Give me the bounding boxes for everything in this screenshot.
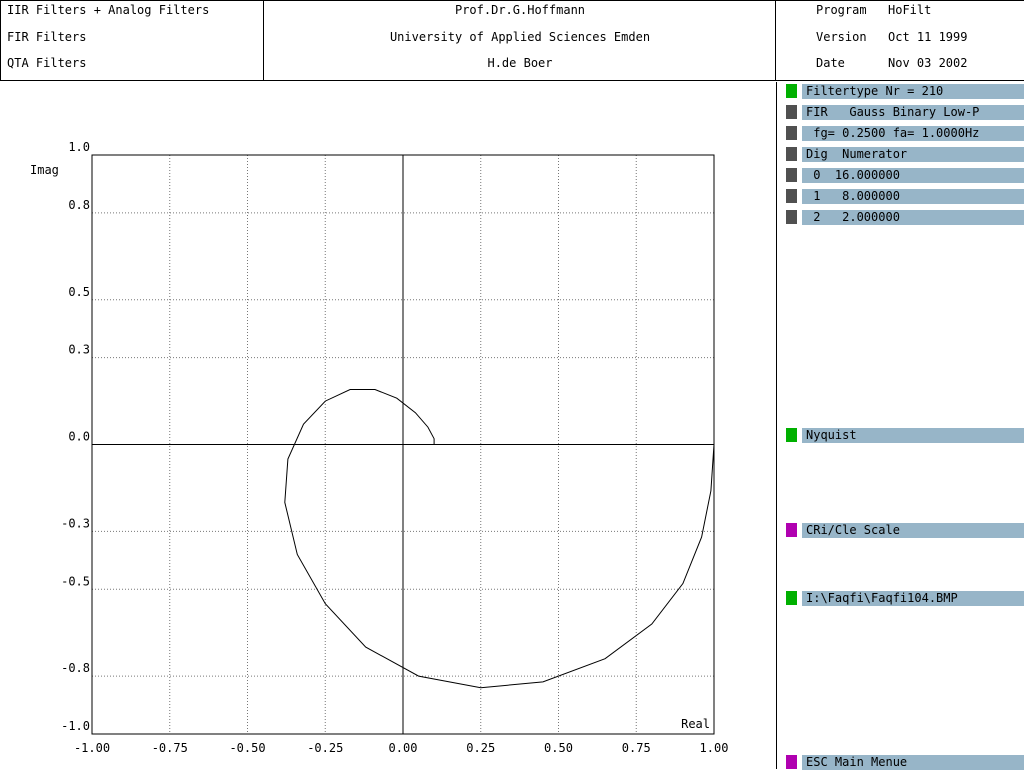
status-indicator: [786, 755, 797, 769]
date-value: Nov 03 2002: [888, 56, 968, 70]
filter-info-row-label: Dig Numerator: [802, 147, 1024, 162]
status-indicator: [786, 105, 797, 119]
x-tick-label: 0.50: [544, 741, 573, 755]
y-tick-label: -0.3: [61, 516, 90, 530]
status-indicator: [786, 189, 797, 203]
y-tick-label: 0.5: [68, 285, 90, 299]
filter-info-row-label: 1 8.000000: [802, 189, 1024, 204]
plot-grid: [92, 155, 714, 734]
filter-info-row-label: 2 2.000000: [802, 210, 1024, 225]
y-tick-label: -0.8: [61, 661, 90, 675]
circle-scale-button-label: CRi/Cle Scale: [802, 523, 1024, 538]
filter-info-row-label: fg= 0.2500 fa= 1.0000Hz: [802, 126, 1024, 141]
x-tick-label: -0.25: [307, 741, 343, 755]
date-label: Date: [816, 56, 845, 70]
program-info: Program HoFilt Version Oct 11 1999 Date …: [776, 0, 1024, 80]
save-bmp-button-label: I:\Faqfi\Faqfi104.BMP: [802, 591, 1024, 606]
x-tick-label: -0.50: [229, 741, 265, 755]
panel-separator: [776, 82, 777, 769]
x-tick-label: 0.25: [466, 741, 495, 755]
x-tick-label: 0.00: [389, 741, 418, 755]
x-tick-labels: -1.00 -0.75 -0.50 -0.25 0.00 0.25 0.50 0.75 1.00: [74, 741, 729, 755]
institution-name: University of Applied Sciences Emden: [389, 30, 651, 44]
nyquist-button-label: Nyquist: [802, 428, 1024, 443]
header-frame: [0, 0, 1024, 81]
filter-info-row-label: FIR Gauss Binary Low-P: [802, 105, 1024, 120]
status-indicator: [786, 428, 797, 442]
status-indicator: [786, 147, 797, 161]
author-name: Prof.Dr.G.Hoffmann: [454, 3, 586, 17]
credits-column: Prof.Dr.G.Hoffmann University of Applied…: [264, 0, 776, 80]
x-tick-label: 1.00: [700, 741, 729, 755]
nyquist-curve: [284, 389, 715, 689]
version-value: Oct 11 1999: [888, 30, 968, 44]
y-tick-label: -1.0: [61, 719, 90, 733]
menu-iir-filters[interactable]: IIR Filters + Analog Filters: [7, 3, 210, 17]
y-tick-label: -0.5: [61, 574, 90, 588]
filter-info-row-label: 0 16.000000: [802, 168, 1024, 183]
header: IIR Filters + Analog Filters FIR Filters…: [0, 0, 1024, 82]
filter-info-row-label: Filtertype Nr = 210: [802, 84, 1024, 99]
status-indicator: [786, 523, 797, 537]
x-axis-label: Real: [681, 717, 710, 731]
menu-column: IIR Filters + Analog Filters FIR Filters…: [0, 0, 264, 80]
nyquist-plot: -1.00 -0.75 -0.50 -0.25 0.00 0.25 0.50 0.75 1.00…: [30, 140, 729, 755]
coauthor-name: H.de Boer: [487, 56, 553, 70]
status-indicator: [786, 84, 797, 98]
plot-axes: [92, 155, 714, 734]
program-value: HoFilt: [888, 3, 932, 17]
status-indicator: [786, 591, 797, 605]
status-indicator: [786, 168, 797, 182]
status-indicator: [786, 126, 797, 140]
y-tick-label: 0.3: [68, 343, 90, 357]
menu-qta-filters[interactable]: QTA Filters: [7, 56, 87, 70]
main-menu-button-label: ESC Main Menue: [802, 755, 1024, 770]
status-indicator: [786, 210, 797, 224]
menu-fir-filters[interactable]: FIR Filters: [7, 30, 87, 44]
y-tick-label: 0.0: [68, 430, 90, 444]
program-label: Program: [816, 3, 867, 17]
y-tick-label: 0.8: [68, 198, 90, 212]
y-axis-label: Imag: [30, 163, 59, 177]
x-tick-label: -0.75: [152, 741, 188, 755]
version-label: Version: [816, 30, 867, 44]
x-tick-label: 0.75: [622, 741, 651, 755]
y-tick-labels: 1.0 0.8 0.5 0.3 0.0 -0.3 -0.5 -0.8 -1.0: [61, 140, 90, 733]
y-tick-label: 1.0: [68, 140, 90, 154]
x-tick-label: -1.00: [74, 741, 110, 755]
